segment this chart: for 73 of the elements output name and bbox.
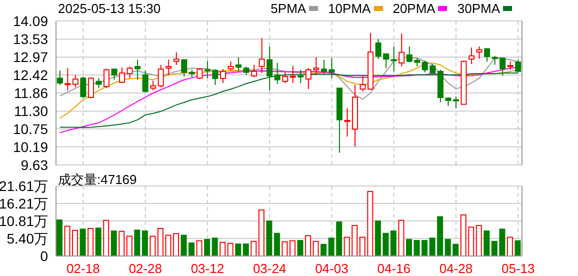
bar	[227, 242, 234, 256]
y-tick-label: 10.75	[12, 120, 48, 137]
bar	[305, 235, 312, 256]
candlestick	[134, 59, 141, 80]
bar	[212, 238, 218, 256]
bar	[173, 233, 179, 256]
bar	[150, 236, 156, 256]
bar	[196, 240, 202, 256]
x-tick-label: 02-28	[128, 261, 162, 276]
bar	[80, 228, 86, 256]
bar	[484, 230, 490, 256]
y-tick-label: 0	[40, 248, 48, 264]
y-tick-label: 13.53	[12, 31, 48, 48]
y-tick-label: 10.19	[12, 138, 48, 155]
bar	[142, 230, 148, 256]
x-tick-label: 04-03	[315, 261, 348, 276]
bar	[398, 220, 404, 256]
candlestick	[390, 46, 397, 72]
x-tick-label: 04-16	[377, 261, 410, 276]
bar	[476, 225, 482, 256]
bar	[204, 238, 210, 256]
bar	[242, 244, 249, 256]
x-tick-label: 04-28	[439, 261, 473, 276]
annotation: 成交量:47169	[58, 171, 137, 189]
bar	[126, 236, 132, 256]
bar	[103, 220, 110, 256]
y-tick-label: 12.42	[12, 66, 48, 83]
bar	[312, 240, 319, 256]
bar	[95, 228, 102, 256]
y-tick-label: 14.09	[12, 12, 48, 29]
bar	[258, 210, 264, 256]
candlestick	[266, 46, 273, 91]
y-tick-label: 16.21万	[0, 195, 48, 212]
y-tick-label: 9.63	[20, 156, 48, 173]
bar	[320, 244, 327, 256]
candlestick	[166, 59, 172, 76]
y-tick-label: 11.30	[14, 103, 48, 120]
bar	[274, 232, 280, 256]
x-tick-label: 02-18	[66, 261, 100, 276]
x-tick-label: 05-13	[501, 261, 535, 276]
candlestick	[64, 68, 71, 91]
legend-label: 30PMA	[457, 1, 500, 16]
bar	[390, 230, 396, 256]
y-tick-label: 10.81万	[0, 212, 48, 229]
candlestick	[290, 65, 296, 84]
y-tick-label: 5.40万	[6, 230, 48, 246]
bar	[88, 228, 94, 256]
bar	[266, 220, 272, 256]
y-tick-label: 12.97	[12, 49, 48, 66]
x-tick-label: 03-12	[190, 261, 224, 276]
bar	[220, 242, 226, 256]
candlestick	[236, 56, 242, 72]
bar	[297, 240, 304, 256]
bar	[110, 230, 117, 256]
candlestick	[468, 46, 475, 64]
y-tick-label: 21.61万	[0, 178, 48, 194]
bar	[506, 236, 513, 256]
legend-label: 10PMA	[328, 1, 371, 16]
bar	[282, 241, 288, 256]
bar	[290, 240, 296, 256]
y-tick-label: 11.86	[14, 84, 48, 101]
legend-label: 5PMA	[270, 1, 306, 16]
chart-title: 2025-05-13 15:30	[58, 1, 161, 16]
legend-label: 20PMA	[392, 1, 436, 16]
bar	[134, 230, 140, 256]
bar	[250, 240, 257, 256]
candlestick	[258, 38, 265, 74]
x-tick-label: 03-24	[252, 261, 286, 276]
bar	[514, 240, 521, 256]
bar	[56, 220, 62, 256]
bar	[235, 244, 242, 256]
bar	[406, 238, 412, 256]
bar	[118, 230, 125, 256]
